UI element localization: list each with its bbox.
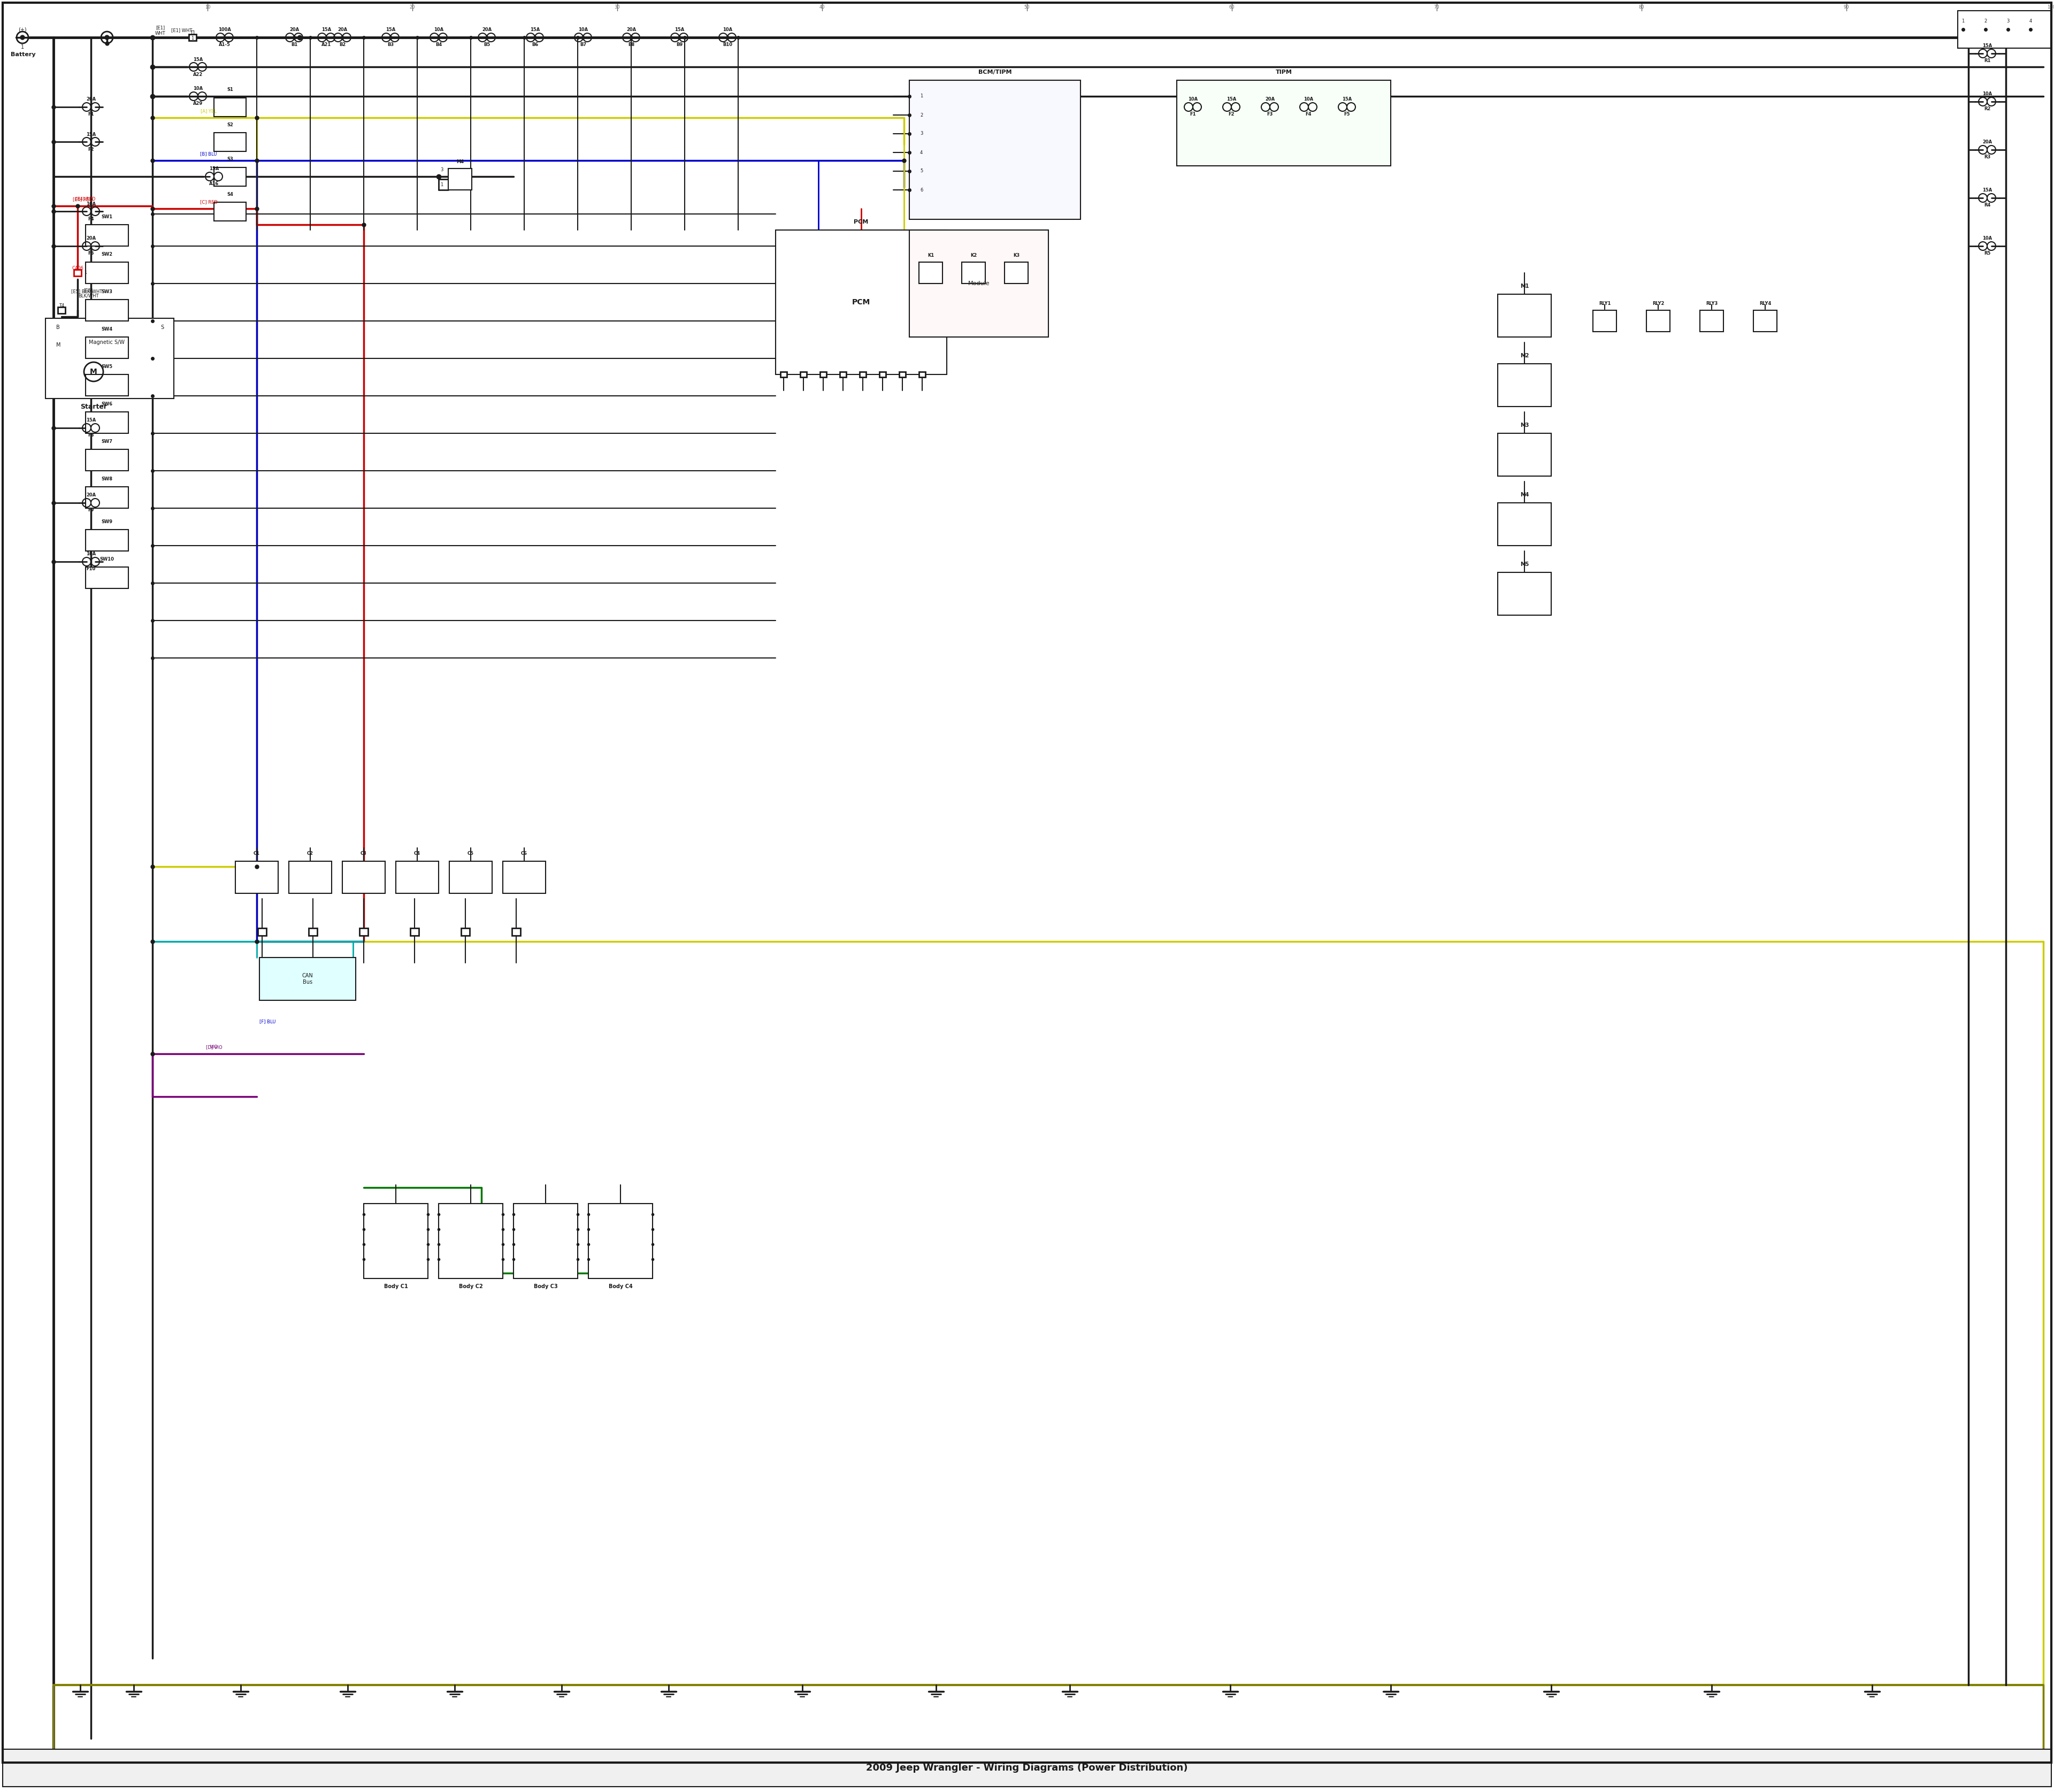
- Text: 20A: 20A: [1265, 97, 1276, 102]
- Text: S: S: [160, 324, 164, 330]
- Text: 4: 4: [2029, 20, 2031, 23]
- Text: 10A: 10A: [1304, 97, 1313, 102]
- Text: 15A: 15A: [386, 27, 394, 32]
- Bar: [918, 262, 943, 283]
- Bar: [308, 928, 316, 935]
- Text: 10A: 10A: [1982, 237, 1992, 240]
- Text: 90: 90: [1844, 5, 1849, 9]
- Text: SW8: SW8: [101, 477, 113, 482]
- Bar: [1754, 310, 1777, 332]
- Text: 15A: 15A: [1982, 43, 1992, 48]
- Text: [A] YEL: [A] YEL: [201, 109, 216, 113]
- Bar: [460, 928, 470, 935]
- Text: 15A: 15A: [193, 57, 203, 61]
- Bar: [214, 202, 246, 220]
- Text: B4: B4: [435, 43, 442, 47]
- Text: 1: 1: [1962, 20, 1964, 23]
- Bar: [411, 928, 419, 935]
- Text: B8: B8: [629, 43, 635, 47]
- Text: Module: Module: [967, 281, 990, 287]
- Text: RLY4: RLY4: [1758, 301, 1771, 306]
- Text: Starter: Starter: [80, 403, 107, 410]
- Text: 15A: 15A: [210, 167, 220, 172]
- Bar: [45, 319, 175, 398]
- Text: [F] BLU: [F] BLU: [259, 1020, 275, 1023]
- Text: R2: R2: [1984, 108, 1990, 111]
- Text: M5: M5: [1520, 561, 1528, 566]
- Text: K1: K1: [928, 253, 935, 258]
- Text: 2: 2: [920, 113, 922, 118]
- Circle shape: [105, 36, 109, 39]
- Text: Body C2: Body C2: [458, 1283, 483, 1288]
- Bar: [343, 862, 386, 894]
- Text: R3: R3: [1984, 154, 1990, 159]
- Text: Body C4: Body C4: [608, 1283, 633, 1288]
- Text: 15A: 15A: [86, 418, 97, 423]
- Text: 40: 40: [820, 5, 826, 9]
- Bar: [364, 1204, 427, 1278]
- Text: F3: F3: [1267, 113, 1273, 116]
- Bar: [259, 928, 267, 935]
- Text: 1: 1: [21, 45, 25, 50]
- Text: 10A: 10A: [1187, 97, 1197, 102]
- Bar: [1957, 11, 2052, 48]
- Text: 5: 5: [920, 168, 922, 174]
- Text: RLY1: RLY1: [1598, 301, 1610, 306]
- Bar: [1177, 81, 1391, 167]
- Text: [D] VIO: [D] VIO: [205, 1045, 222, 1050]
- Text: 10A: 10A: [433, 27, 444, 32]
- Text: C2: C2: [306, 851, 314, 857]
- Bar: [1497, 364, 1551, 407]
- Bar: [86, 299, 127, 321]
- Text: A22: A22: [193, 72, 203, 77]
- Text: 10A: 10A: [193, 86, 203, 91]
- Text: SW3: SW3: [101, 289, 113, 294]
- Text: C3: C3: [362, 851, 368, 857]
- Bar: [503, 862, 546, 894]
- Text: B6: B6: [532, 43, 538, 47]
- Bar: [801, 371, 807, 376]
- Bar: [86, 337, 127, 358]
- Text: S3: S3: [226, 158, 234, 161]
- Text: Magnetic S/W: Magnetic S/W: [88, 340, 125, 346]
- Text: [E1] WHT: [E1] WHT: [170, 29, 193, 32]
- Text: 20A: 20A: [337, 27, 347, 32]
- Text: 20A: 20A: [86, 237, 97, 240]
- Bar: [910, 229, 1048, 337]
- Text: PCM: PCM: [854, 219, 869, 224]
- Bar: [290, 862, 331, 894]
- Text: F1: F1: [88, 113, 94, 116]
- Bar: [58, 306, 66, 314]
- Text: [E5] BLK/WHT: [E5] BLK/WHT: [72, 289, 103, 294]
- Text: B2: B2: [339, 43, 345, 47]
- Text: 30: 30: [614, 5, 620, 9]
- Bar: [1497, 572, 1551, 615]
- Text: 15A: 15A: [86, 133, 97, 136]
- Text: 60: 60: [1228, 5, 1234, 9]
- Text: 3: 3: [2007, 20, 2009, 23]
- Text: B10: B10: [723, 43, 733, 47]
- Text: R5: R5: [1984, 251, 1990, 256]
- Text: VIO: VIO: [210, 1045, 218, 1050]
- Text: 10A: 10A: [86, 552, 97, 557]
- Text: 20A: 20A: [86, 493, 97, 498]
- Text: K3: K3: [1013, 253, 1019, 258]
- Bar: [1647, 310, 1670, 332]
- Text: S4: S4: [226, 192, 234, 197]
- Circle shape: [21, 36, 25, 39]
- Text: 100A: 100A: [218, 27, 230, 32]
- Text: [E5]
BLK/WHT: [E5] BLK/WHT: [78, 289, 99, 297]
- Text: SW6: SW6: [101, 401, 113, 407]
- Text: 15A: 15A: [674, 27, 684, 32]
- Text: 4: 4: [920, 151, 922, 154]
- Bar: [359, 928, 368, 935]
- Bar: [910, 81, 1080, 219]
- Text: 10A: 10A: [577, 27, 587, 32]
- Text: F10: F10: [86, 566, 97, 572]
- Text: 1: 1: [51, 301, 55, 306]
- Bar: [86, 566, 127, 588]
- Text: M: M: [55, 342, 62, 348]
- Text: [E1]
WHT: [E1] WHT: [156, 25, 166, 36]
- Bar: [511, 928, 520, 935]
- Text: [E4] RED: [E4] RED: [76, 197, 97, 201]
